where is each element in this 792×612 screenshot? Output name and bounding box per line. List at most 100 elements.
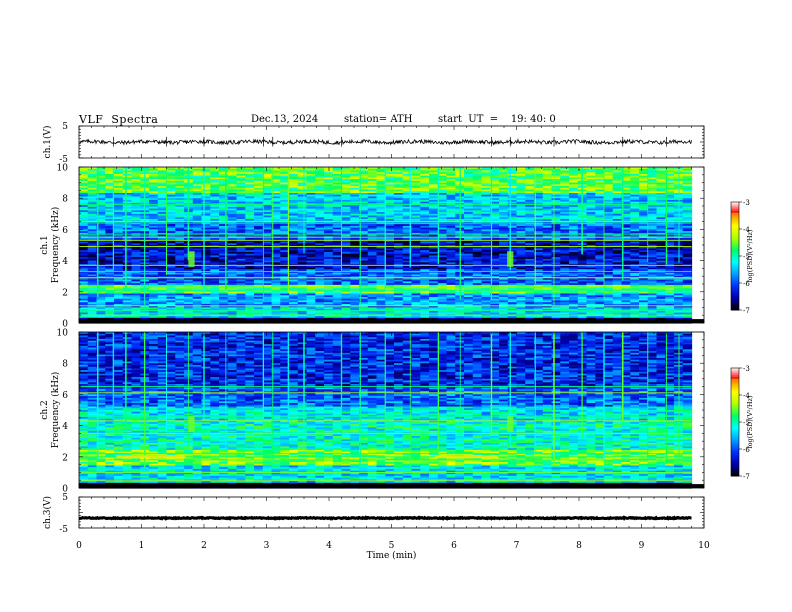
ch1-spectrogram-cell xyxy=(446,186,456,189)
ch1-spectrogram-cell xyxy=(507,224,518,227)
ch1-spectrogram-cell xyxy=(210,170,220,173)
ch1-spectrogram-cell xyxy=(542,271,553,274)
ch1-spectrogram-cell xyxy=(359,184,369,187)
ch1-spectrogram-cell xyxy=(525,189,535,192)
ch1-spectrogram-cell xyxy=(350,182,360,185)
ch1-spectrogram-cell xyxy=(525,179,535,182)
ch1-spectrogram-cell xyxy=(595,210,605,213)
ch1-spectrogram-cell xyxy=(96,219,106,222)
ch1-spectrogram-cell xyxy=(341,175,351,178)
ch1-spectrogram-cell xyxy=(359,199,369,203)
ch1-spectrogram-cell xyxy=(507,215,518,218)
ch1-spectrogram-cell xyxy=(227,250,238,253)
ch1-spectrogram-cell xyxy=(402,194,413,198)
ch1-spectrogram-cell xyxy=(551,201,561,204)
ch1-spectrogram-cell xyxy=(612,201,623,204)
ch1-spectrogram-cell xyxy=(420,187,430,191)
ch1-spectrogram-cell xyxy=(612,167,623,170)
ch1-spectrogram-cell xyxy=(131,191,141,194)
ch1-spectrogram-cell xyxy=(280,277,290,281)
ch1-spectrogram-cell xyxy=(682,262,693,265)
ch1-spectrogram-cell xyxy=(289,167,299,170)
ch1-spectrogram-cell xyxy=(516,258,526,262)
ch1-spectrogram-cell xyxy=(665,227,675,230)
ch1-spectrogram-cell xyxy=(411,212,421,215)
ch1-spectrogram-cell xyxy=(105,205,115,208)
ch1-spectrogram-cell xyxy=(525,187,535,191)
ch1-spectrogram-cell xyxy=(131,182,141,185)
ch1-spectrogram-cell xyxy=(621,184,631,187)
ch1-spectrogram-cell xyxy=(472,262,483,265)
ch1-spectrogram-cell xyxy=(516,187,526,191)
ch1-spectrogram-cell xyxy=(472,234,483,237)
ch1-spectrogram-cell xyxy=(271,175,281,178)
ch1-spectrogram-cell xyxy=(341,267,351,270)
ch1-spectrogram-cell xyxy=(350,179,360,182)
ch1-spectrogram-cell xyxy=(560,168,570,172)
ch1-spectrogram-cell xyxy=(192,180,203,184)
ch1-spectrogram-cell xyxy=(297,212,308,215)
ch1-spectrogram-cell xyxy=(525,201,535,204)
ch1-spectrogram-cell xyxy=(472,206,483,210)
ch1-spectrogram-cell xyxy=(201,168,211,172)
ch1-spectrogram-cell xyxy=(114,238,124,241)
ch1-spectrogram-cell xyxy=(175,168,185,172)
ch1-spectrogram-cell xyxy=(429,224,439,227)
ch1-spectrogram-cell xyxy=(157,255,168,258)
ch1-spectrogram-cell xyxy=(262,234,273,237)
ch1-spectrogram-cell xyxy=(542,208,553,211)
ch1-spectrogram-cell xyxy=(604,258,614,262)
ch1-spectrogram-cell xyxy=(236,241,246,244)
ch1-spectrogram-cell xyxy=(490,219,500,222)
ch1-spectrogram-cell xyxy=(525,246,535,250)
ch1-spectrogram-cell xyxy=(516,173,526,177)
ch1-spectrogram-cell xyxy=(131,173,141,177)
ch1-spectrogram-cell xyxy=(359,238,369,241)
ch1-spectrogram-cell xyxy=(289,219,299,222)
ch1-spectrogram-cell xyxy=(376,251,386,255)
ch1-spectrogram-cell xyxy=(630,241,640,244)
ch1-spectrogram-cell xyxy=(87,222,98,225)
ch1-spectrogram-cell xyxy=(367,222,378,225)
ch1-spectrogram-cell xyxy=(122,260,133,263)
ch1-spectrogram-cell xyxy=(464,186,474,189)
ch1-spectrogram-cell xyxy=(79,193,89,196)
ch1-spectrogram-cell xyxy=(525,222,535,225)
ch1-spectrogram-cell xyxy=(385,182,395,185)
ch1-spectrogram-cell xyxy=(175,260,185,263)
ch1-spectrogram-cell xyxy=(157,250,168,253)
ch1-spectrogram-cell xyxy=(131,241,141,244)
ch1-spectrogram-cell xyxy=(595,253,605,256)
ch1-spectrogram-cell xyxy=(192,274,203,277)
ch1-spectrogram-cell xyxy=(402,187,413,191)
ch1-spectrogram-cell xyxy=(105,196,115,199)
ch1-spectrogram-cell xyxy=(306,277,316,281)
ch1-spectrogram-cell xyxy=(516,193,526,196)
ch1-spectrogram-cell xyxy=(359,227,369,230)
ch1-spectrogram-cell xyxy=(359,167,369,170)
ch1-spectrogram-cell xyxy=(306,238,316,241)
ch1-spectrogram-cell xyxy=(481,251,491,255)
ch1-spectrogram-cell xyxy=(621,257,631,260)
ch1-spectrogram-cell xyxy=(446,260,456,263)
ch1-spectrogram-cell xyxy=(192,241,203,244)
ch1-spectrogram-cell xyxy=(254,196,264,199)
ch1-spectrogram-cell xyxy=(586,271,596,274)
ch1-spectrogram-cell xyxy=(507,196,518,199)
ch1-spectrogram-cell xyxy=(472,205,483,208)
ch1-spectrogram-cell xyxy=(569,258,579,262)
ch1-spectrogram-cell xyxy=(647,194,658,198)
ch1-spectrogram-cell xyxy=(630,243,640,246)
ch1-spectrogram-cell xyxy=(604,225,614,229)
ch1-spectrogram-cell xyxy=(499,212,509,215)
ch1-spectrogram-cell xyxy=(437,222,448,225)
ch1-spectrogram-cell xyxy=(516,229,526,232)
ch1-spectrogram-cell xyxy=(420,241,430,244)
ch1-spectrogram-cell xyxy=(516,196,526,199)
ch1-spectrogram-cell xyxy=(236,251,246,255)
ch1-spectrogram-cell xyxy=(157,238,168,241)
ch1-spectrogram-cell xyxy=(639,262,649,265)
ch1-spectrogram-cell xyxy=(87,193,98,196)
ch1-spectrogram-cell xyxy=(411,208,421,211)
ch1-spectrogram-cell xyxy=(525,239,535,243)
